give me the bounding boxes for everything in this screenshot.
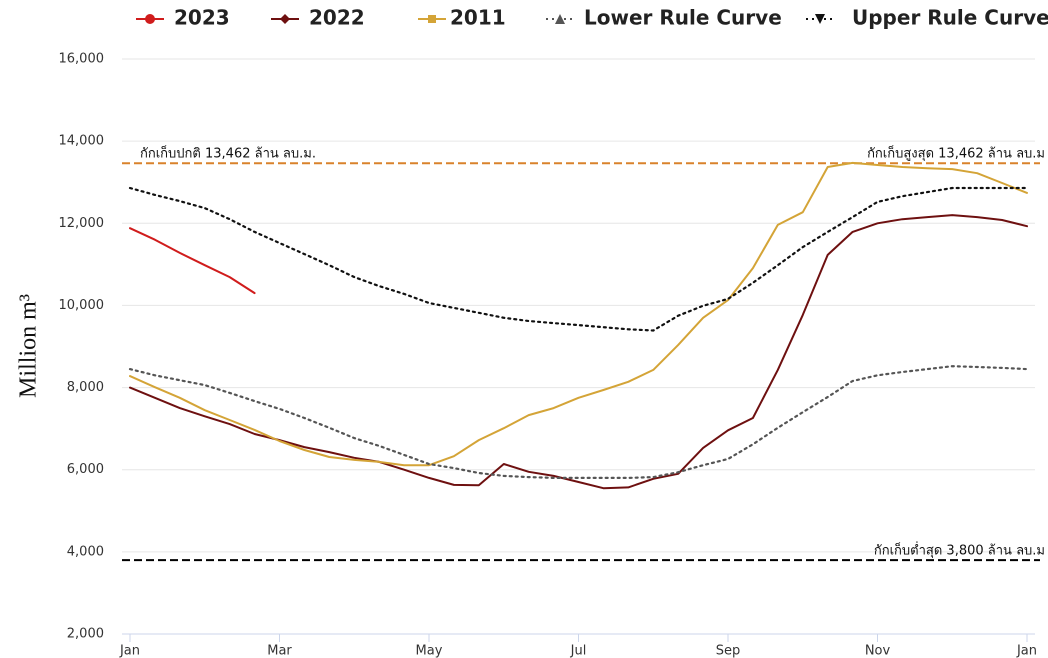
legend-label: Lower Rule Curve	[584, 6, 782, 30]
x-tick-label: Jan	[119, 644, 140, 658]
legend-item: 2022	[271, 6, 365, 30]
legend-item: Lower Rule Curve	[546, 6, 782, 30]
legend-label: 2023	[174, 6, 230, 30]
x-tick-label: Jul	[570, 644, 587, 658]
y-tick-label: 6,000	[67, 462, 104, 477]
series-line	[129, 227, 256, 295]
x-tick-label: May	[416, 644, 443, 658]
y-tick-label: 8,000	[67, 380, 104, 395]
legend-marker	[145, 14, 155, 24]
series-line	[129, 214, 1028, 490]
y-tick-label: 14,000	[59, 134, 105, 149]
reference-label: กักเก็บต่ำสุด 3,800 ล้าน ลบ.ม	[874, 541, 1045, 559]
legend-item: 2011	[418, 6, 506, 30]
x-tick-label: Mar	[267, 644, 292, 658]
legend-marker	[280, 14, 290, 24]
y-tick-label: 4,000	[67, 544, 104, 559]
series-line	[128, 186, 1029, 332]
reference-label: กักเก็บสูงสุด 13,462 ล้าน ลบ.ม	[867, 144, 1045, 162]
series-line	[129, 161, 1028, 467]
legend-label: 2022	[309, 6, 365, 30]
legend-item: 2023	[136, 6, 230, 30]
x-tick-label: Nov	[865, 644, 891, 658]
legend-marker	[815, 14, 825, 24]
y-tick-label: 16,000	[59, 52, 105, 67]
y-tick-label: 2,000	[67, 627, 104, 642]
y-axis-title: Million m³	[16, 294, 42, 398]
series-line	[128, 365, 1029, 479]
y-tick-label: 12,000	[59, 216, 105, 231]
legend-marker	[428, 15, 436, 23]
reference-label: กักเก็บปกติ 13,462 ล้าน ลบ.ม.	[140, 144, 316, 162]
x-tick-label: Sep	[716, 644, 741, 658]
y-tick-label: 10,000	[59, 298, 105, 313]
legend-marker	[555, 14, 565, 24]
legend-label: Upper Rule Curve	[852, 6, 1048, 30]
legend-item: Upper Rule Curve	[806, 6, 1048, 30]
legend-label: 2011	[450, 6, 506, 30]
x-tick-label: Jan	[1016, 644, 1037, 658]
